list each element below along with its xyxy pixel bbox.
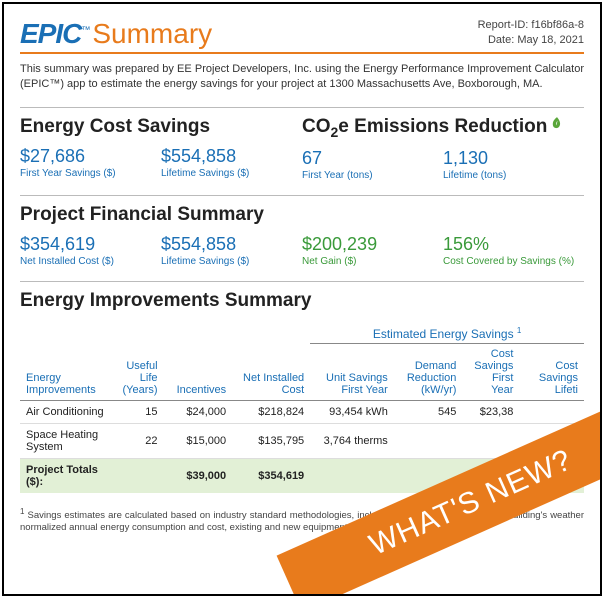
emissions-lifetime-val: 1,130 <box>443 148 576 169</box>
col-improvements: Energy Improvements <box>20 322 111 401</box>
date-label: Date: <box>488 34 514 46</box>
emissions-first-year-label: First Year (tons) <box>302 170 435 181</box>
col-incentives: Incentives <box>164 322 233 401</box>
col-cslife: Cost Savings Lifeti <box>519 343 584 400</box>
divider-1 <box>20 107 584 108</box>
financial-metrics: $354,619 Net Installed Cost ($) $554,858… <box>20 234 584 267</box>
lifetime-savings-label: Lifetime Savings ($) <box>161 168 294 179</box>
fin-lifetime-val: $554,858 <box>161 234 294 255</box>
logo-tm: ™ <box>81 25 90 35</box>
cost-savings-section: Energy Cost Savings $27,686 First Year S… <box>20 116 302 195</box>
intro-text: This summary was prepared by EE Project … <box>20 62 584 93</box>
divider-orange <box>20 52 584 54</box>
logo: EPIC™Summary <box>20 18 212 50</box>
savings-emissions-row: Energy Cost Savings $27,686 First Year S… <box>20 116 584 195</box>
financial-title: Project Financial Summary <box>20 204 584 226</box>
col-life: Useful Life (Years) <box>111 322 163 401</box>
cost-savings-title: Energy Cost Savings <box>20 116 302 138</box>
first-year-savings-label: First Year Savings ($) <box>20 168 153 179</box>
fin-lifetime-label: Lifetime Savings ($) <box>161 256 294 267</box>
col-demand: Demand Reduction (kW/yr) <box>394 343 463 400</box>
net-gain-val: $200,239 <box>302 234 435 255</box>
table-row: Space Heating System 22 $15,000 $135,795… <box>20 423 584 458</box>
report-id: f16bf86a-8 <box>531 19 584 31</box>
covered-val: 156% <box>443 234 576 255</box>
date: May 18, 2021 <box>517 34 584 46</box>
first-year-savings-val: $27,686 <box>20 146 153 167</box>
report-id-label: Report-ID: <box>478 19 529 31</box>
topbar: EPIC™Summary Report-ID: f16bf86a-8 Date:… <box>20 18 584 50</box>
table-row: Air Conditioning 15 $24,000 $218,824 93,… <box>20 400 584 423</box>
emissions-section: CO2e Emissions Reduction 67 First Year (… <box>302 116 584 195</box>
col-csfy: Cost Savings First Year <box>462 343 519 400</box>
divider-2 <box>20 195 584 196</box>
logo-summary: Summary <box>92 18 212 49</box>
report-meta: Report-ID: f16bf86a-8 Date: May 18, 2021 <box>478 18 584 49</box>
emissions-first-year-val: 67 <box>302 148 435 169</box>
net-gain-label: Net Gain ($) <box>302 256 435 267</box>
lifetime-savings-val: $554,858 <box>161 146 294 167</box>
improvements-title: Energy Improvements Summary <box>20 290 584 312</box>
leaf-icon <box>550 114 564 128</box>
installed-cost-val: $354,619 <box>20 234 153 255</box>
col-unit: Unit Savings First Year <box>310 343 394 400</box>
logo-epic: EPIC <box>20 18 81 49</box>
col-installed: Net Installed Cost <box>232 322 310 401</box>
covered-label: Cost Covered by Savings (%) <box>443 256 576 267</box>
est-savings-header: Estimated Energy Savings <box>373 327 517 341</box>
divider-3 <box>20 281 584 282</box>
report-frame: EPIC™Summary Report-ID: f16bf86a-8 Date:… <box>2 2 602 596</box>
emissions-lifetime-label: Lifetime (tons) <box>443 170 576 181</box>
emissions-title: CO2e Emissions Reduction <box>302 116 584 140</box>
installed-cost-label: Net Installed Cost ($) <box>20 256 153 267</box>
